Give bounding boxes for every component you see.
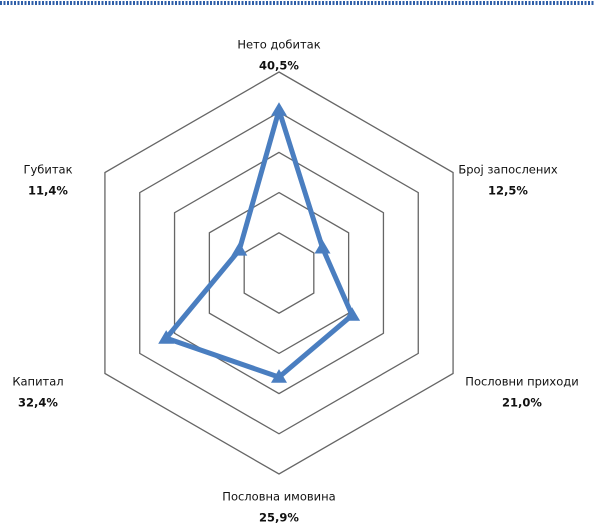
value-label: 21,0% xyxy=(502,396,542,410)
axis-label: Пословни приходи xyxy=(465,375,578,389)
marker xyxy=(158,330,175,344)
marker xyxy=(314,239,331,254)
value-label: 32,4% xyxy=(18,396,58,410)
marker xyxy=(271,369,287,383)
axis-label: Капитал xyxy=(12,375,63,389)
grid-ring xyxy=(139,111,419,435)
grid-ring xyxy=(104,71,454,475)
axis-label: Број запослених xyxy=(458,163,558,177)
axis-label: Нето добитак xyxy=(237,38,320,52)
grid-ring xyxy=(243,232,315,314)
grid-ring xyxy=(173,151,385,395)
marker xyxy=(231,242,248,256)
marker xyxy=(271,102,287,116)
axis-label: Пословна имовина xyxy=(222,490,335,504)
value-label: 40,5% xyxy=(259,59,299,73)
axis-label: Губитак xyxy=(23,163,72,177)
value-label: 25,9% xyxy=(259,511,299,523)
grid-ring xyxy=(208,191,350,355)
value-label: 12,5% xyxy=(488,184,528,198)
value-label: 11,4% xyxy=(28,184,68,198)
marker xyxy=(344,307,361,321)
